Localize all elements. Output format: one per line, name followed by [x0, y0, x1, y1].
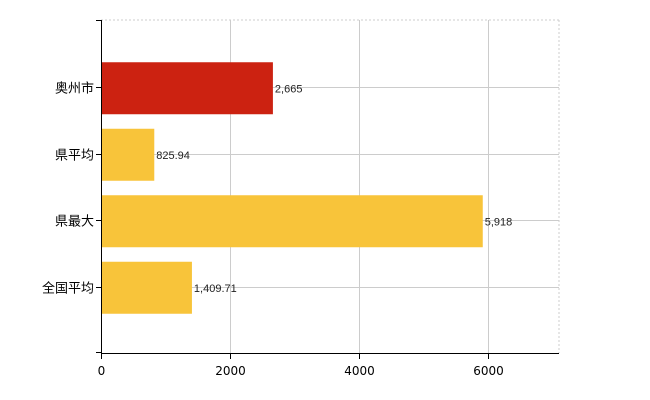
category-label-0: 奥州市 [55, 81, 94, 97]
bar-1 [101, 128, 155, 181]
category-label-2: 県最大 [55, 215, 94, 230]
data-label-1: 825.94 [156, 150, 190, 162]
data-label-2: 5,918 [485, 216, 513, 228]
data-label-3: 1,409.71 [194, 283, 237, 295]
category-label-3: 全国平均 [42, 281, 94, 297]
x-tick-label-1: 2000 [215, 364, 246, 378]
bar-0 [101, 62, 273, 115]
bar-3 [101, 261, 192, 314]
data-label-0: 2,665 [275, 83, 303, 95]
x-tick-label-2: 4000 [344, 364, 375, 378]
x-tick-label-0: 0 [98, 364, 106, 378]
x-tick-label-3: 6000 [473, 364, 504, 378]
category-label-1: 県平均 [55, 149, 94, 164]
axes [96, 20, 559, 359]
bars [101, 62, 483, 314]
bar-2 [101, 195, 483, 248]
